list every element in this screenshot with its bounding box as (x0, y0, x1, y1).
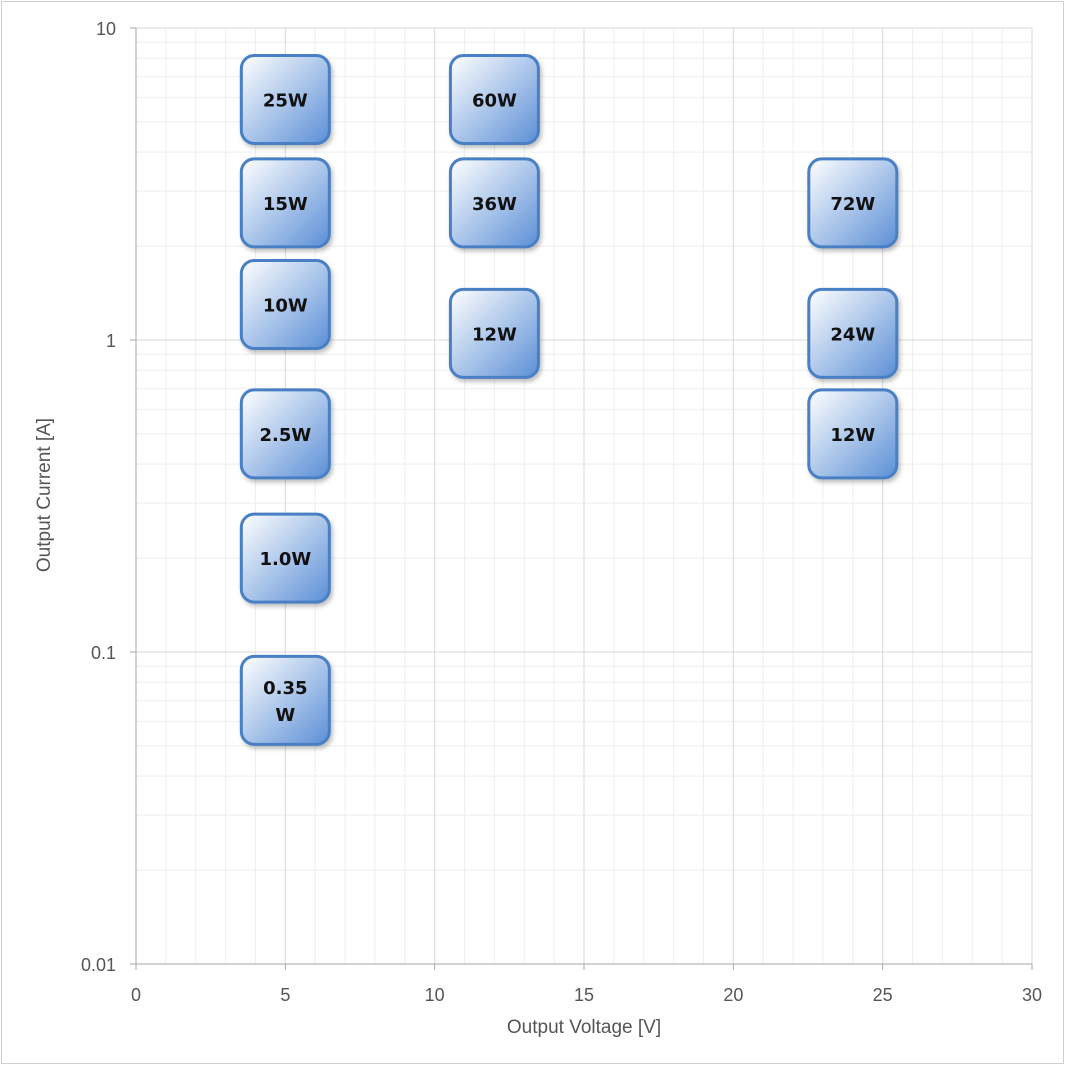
data-point: 60W (448, 53, 540, 145)
data-point-label-line: 12W (472, 324, 517, 345)
data-point-box (807, 157, 899, 249)
data-point-label: 1.0W (259, 549, 311, 570)
x-axis-title: Output Voltage [V] (507, 1017, 661, 1038)
data-point-label-line: 15W (263, 194, 308, 215)
data-point-label: 0.35 W (263, 678, 307, 726)
data-point-box (239, 512, 331, 604)
data-point-label-line: 72W (830, 194, 875, 215)
data-point-label-line: 36W (472, 194, 517, 215)
points-layer: 25W 15W 10W 2.5W 1.0W 0.35 W 60W 36W 12W 72W 24W 12W (239, 53, 899, 746)
data-point-label: 36W (472, 194, 517, 215)
data-point-box (448, 157, 540, 249)
data-point-box (239, 654, 331, 746)
y-tick-label: 1 (106, 331, 116, 351)
axis-layer: 0 5 10 15 20 25 30 10 1 0.1 0.01 (81, 19, 1042, 1005)
data-point-box (239, 53, 331, 145)
data-point-box (239, 157, 331, 249)
data-point-box (807, 287, 899, 379)
x-tick-label: 30 (1022, 985, 1042, 1005)
x-tick-label: 25 (873, 985, 893, 1005)
data-point-label-line: 0.35 (263, 678, 307, 699)
data-point-label: 10W (263, 295, 308, 316)
y-tick-label: 10 (96, 19, 116, 39)
x-tick-label: 0 (131, 985, 141, 1005)
data-point-label: 12W (472, 324, 517, 345)
data-point-label-line: 24W (830, 324, 875, 345)
data-point-box (239, 258, 331, 350)
data-point-label-line: 10W (263, 295, 308, 316)
data-point-label-line: 60W (472, 90, 517, 111)
data-point-label: 2.5W (259, 425, 311, 446)
data-point: 2.5W (239, 388, 331, 480)
data-point-box (448, 53, 540, 145)
data-point: 10W (239, 258, 331, 350)
data-point-label: 24W (830, 324, 875, 345)
data-point-box (448, 287, 540, 379)
data-point: 12W (448, 287, 540, 379)
data-point: 72W (807, 157, 899, 249)
data-point-label: 15W (263, 194, 308, 215)
data-point-label-line: W (275, 705, 295, 726)
x-tick-label: 20 (723, 985, 743, 1005)
data-point: 15W (239, 157, 331, 249)
data-point-label: 72W (830, 194, 875, 215)
data-point: 1.0W (239, 512, 331, 604)
data-point-label: 25W (263, 90, 308, 111)
data-point-label-line: 25W (263, 90, 308, 111)
data-point: 25W (239, 53, 331, 145)
x-tick-label: 5 (280, 985, 290, 1005)
data-point: 24W (807, 287, 899, 379)
y-tick-label: 0.1 (91, 643, 116, 663)
data-point: 12W (807, 388, 899, 480)
data-point: 36W (448, 157, 540, 249)
data-point-label: 60W (472, 90, 517, 111)
y-tick-label: 0.01 (81, 955, 116, 975)
data-point-label-line: 12W (830, 425, 875, 446)
data-point-label: 12W (830, 425, 875, 446)
data-point-box (807, 388, 899, 480)
x-tick-label: 15 (574, 985, 594, 1005)
data-point-box (239, 388, 331, 480)
data-point: 0.35 W (239, 654, 331, 746)
data-point-label-line: 2.5W (259, 425, 311, 446)
x-tick-label: 10 (425, 985, 445, 1005)
y-axis-title: Output Current [A] (34, 418, 55, 572)
data-point-label-line: 1.0W (259, 549, 311, 570)
